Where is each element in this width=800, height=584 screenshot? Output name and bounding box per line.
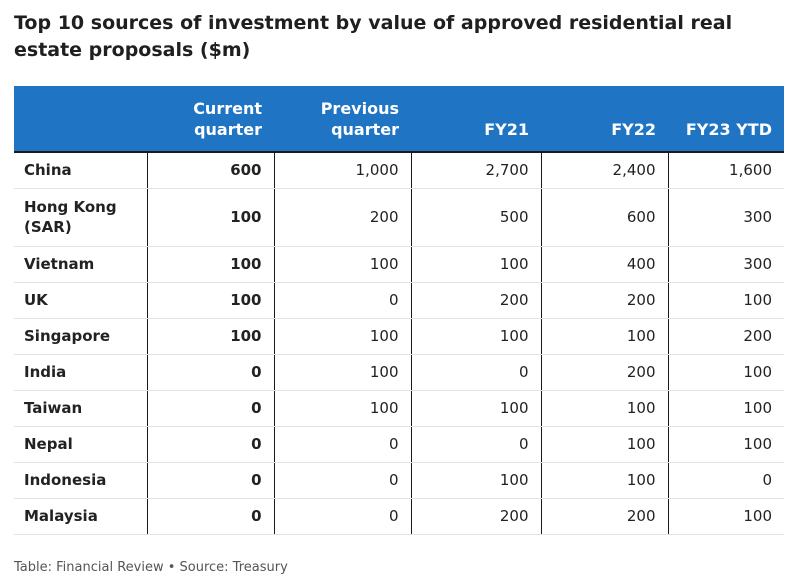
table-cell: 0 (147, 390, 275, 427)
table-cell: 100 (411, 462, 542, 499)
table-cell: 100 (274, 318, 412, 355)
investment-table: Current quarter Previous quarter FY21 FY… (14, 86, 784, 535)
table-cell: 400 (541, 246, 669, 283)
table-cell: 1,600 (668, 151, 784, 189)
table-cell: 0 (668, 462, 784, 499)
table-cell: 100 (147, 246, 275, 283)
table-cell: 0 (274, 498, 412, 535)
table-cell: 300 (668, 188, 784, 247)
table-cell: 200 (668, 318, 784, 355)
row-label: Indonesia (14, 462, 148, 499)
table-cell: 200 (541, 282, 669, 319)
table-cell: 100 (411, 318, 542, 355)
column-header: Current quarter (193, 99, 262, 139)
table-cell: 100 (411, 246, 542, 283)
table-cell: 600 (147, 151, 275, 189)
table-cell: 0 (411, 426, 542, 463)
table-row: Hong Kong (SAR) 100 200 500 600 300 (14, 188, 784, 247)
table-row: Vietnam 100 100 100 400 300 (14, 246, 784, 283)
table-row: UK 100 0 200 200 100 (14, 282, 784, 319)
table-cell: 200 (541, 354, 669, 391)
table-cell: 0 (147, 498, 275, 535)
table-row: Malaysia 0 0 200 200 100 (14, 498, 784, 535)
source-footer: Table: Financial Review • Source: Treasu… (14, 560, 288, 575)
table-cell: 0 (411, 354, 542, 391)
table-cell: 0 (147, 426, 275, 463)
row-label: Taiwan (14, 390, 148, 427)
table-cell: 100 (274, 246, 412, 283)
table-cell: 2,700 (411, 151, 542, 189)
table-row: Singapore 100 100 100 100 200 (14, 318, 784, 355)
table-cell: 2,400 (541, 151, 669, 189)
table-cell: 1,000 (274, 151, 412, 189)
table-cell: 100 (668, 282, 784, 319)
table-cell: 600 (541, 188, 669, 247)
column-header: FY21 (484, 120, 529, 139)
table-cell: 500 (411, 188, 542, 247)
table-cell: 100 (668, 390, 784, 427)
row-label: Malaysia (14, 498, 148, 535)
table-cell: 0 (147, 354, 275, 391)
table-cell: 100 (668, 498, 784, 535)
table-header-row: Current quarter Previous quarter FY21 FY… (14, 86, 784, 152)
chart-title: Top 10 sources of investment by value of… (14, 12, 733, 61)
table-row: China 600 1,000 2,700 2,400 1,600 (14, 151, 784, 189)
row-label: India (14, 354, 148, 391)
column-header: FY22 (611, 120, 656, 139)
table-body: China 600 1,000 2,700 2,400 1,600 Hong K… (14, 151, 784, 535)
table-cell: 100 (411, 390, 542, 427)
column-header: Previous quarter (320, 99, 399, 139)
table-cell: 100 (541, 318, 669, 355)
table-cell: 100 (147, 188, 275, 247)
table-cell: 200 (274, 188, 412, 247)
table-cell: 0 (274, 426, 412, 463)
table-cell: 100 (668, 354, 784, 391)
row-label: Vietnam (14, 246, 148, 283)
table-cell: 100 (541, 426, 669, 463)
table-cell: 0 (274, 282, 412, 319)
table-cell: 100 (541, 462, 669, 499)
row-label: China (14, 151, 148, 189)
column-header (14, 86, 147, 152)
row-label: Hong Kong (SAR) (14, 188, 148, 247)
table-cell: 100 (274, 354, 412, 391)
table-cell: 100 (541, 390, 669, 427)
table-cell: 100 (274, 390, 412, 427)
table-cell: 0 (147, 462, 275, 499)
table-row: Indonesia 0 0 100 100 0 (14, 462, 784, 499)
row-label: Nepal (14, 426, 148, 463)
column-header: FY23 YTD (685, 120, 772, 139)
row-label: Singapore (14, 318, 148, 355)
table-cell: 100 (147, 318, 275, 355)
table-row: India 0 100 0 200 100 (14, 354, 784, 391)
table-row: Taiwan 0 100 100 100 100 (14, 390, 784, 427)
table-cell: 200 (541, 498, 669, 535)
row-label: UK (14, 282, 148, 319)
table-cell: 200 (411, 282, 542, 319)
table-cell: 200 (411, 498, 542, 535)
table-row: Nepal 0 0 0 100 100 (14, 426, 784, 463)
table-cell: 100 (668, 426, 784, 463)
table-cell: 100 (147, 282, 275, 319)
table-cell: 0 (274, 462, 412, 499)
table-cell: 300 (668, 246, 784, 283)
